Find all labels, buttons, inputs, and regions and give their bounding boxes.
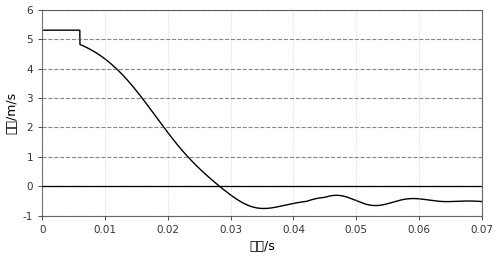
X-axis label: 时间/s: 时间/s bbox=[249, 240, 275, 254]
Y-axis label: 速度/m/s: 速度/m/s bbox=[5, 92, 18, 134]
